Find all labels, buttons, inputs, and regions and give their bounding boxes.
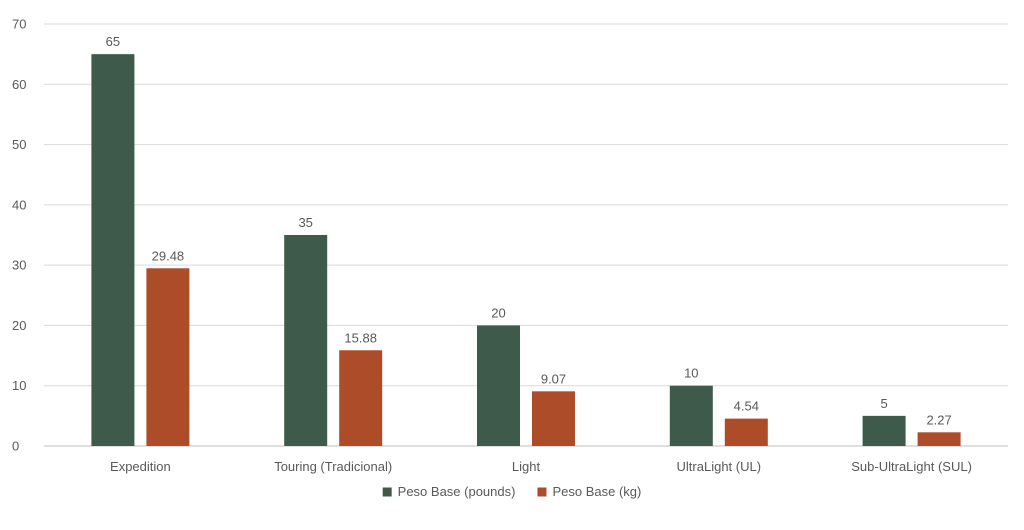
y-tick-label: 10	[12, 378, 26, 393]
data-label: 29.48	[152, 248, 185, 263]
y-tick-label: 30	[12, 258, 26, 273]
bar	[532, 391, 575, 446]
y-tick-label: 20	[12, 318, 26, 333]
data-label: 9.07	[541, 371, 566, 386]
y-tick-label: 40	[12, 197, 26, 212]
bar	[91, 54, 135, 447]
category-label: Expedition	[110, 459, 171, 474]
data-label: 5	[880, 396, 887, 411]
bar	[146, 268, 190, 446]
data-label: 4.54	[734, 399, 759, 414]
data-label: 35	[298, 215, 312, 230]
bar	[339, 350, 383, 446]
data-label: 20	[491, 305, 505, 320]
y-tick-label: 0	[12, 439, 19, 454]
gridlines	[44, 23, 1008, 447]
bar	[917, 432, 961, 446]
category-label: UltraLight (UL)	[677, 459, 762, 474]
category-label: Touring (Tradicional)	[274, 459, 392, 474]
legend-label: Peso Base (pounds)	[398, 484, 516, 499]
bar	[284, 235, 328, 446]
bars	[91, 54, 961, 447]
y-tick-label: 50	[12, 137, 26, 152]
legend-swatch	[537, 487, 547, 497]
legend-label: Peso Base (kg)	[552, 484, 641, 499]
category-label: Sub-UltraLight (SUL)	[851, 459, 972, 474]
bar	[669, 385, 713, 446]
data-label: 10	[684, 366, 698, 381]
legend-item: Peso Base (pounds)	[382, 484, 516, 499]
data-label: 15.88	[344, 330, 377, 345]
data-label: 2.27	[926, 412, 951, 427]
x-axis-categories: Expedition Touring (Tradicional) Light Ultr…	[110, 459, 972, 474]
data-label: 65	[106, 34, 120, 49]
bar	[477, 325, 520, 446]
bar	[724, 418, 768, 446]
category-label: Light	[512, 459, 541, 474]
data-labels: 65 29.48 35 15.88 20 9.07 10 4.54 5 2.27	[106, 34, 952, 427]
y-tick-label: 70	[12, 17, 26, 32]
bar	[862, 415, 906, 446]
y-tick-label: 60	[12, 77, 26, 92]
legend-swatch	[382, 487, 392, 497]
legend-item: Peso Base (kg)	[537, 484, 641, 499]
y-axis-ticks: 0 10 20 30 40 50 60 70	[12, 17, 26, 454]
legend: Peso Base (pounds) Peso Base (kg)	[382, 484, 641, 499]
